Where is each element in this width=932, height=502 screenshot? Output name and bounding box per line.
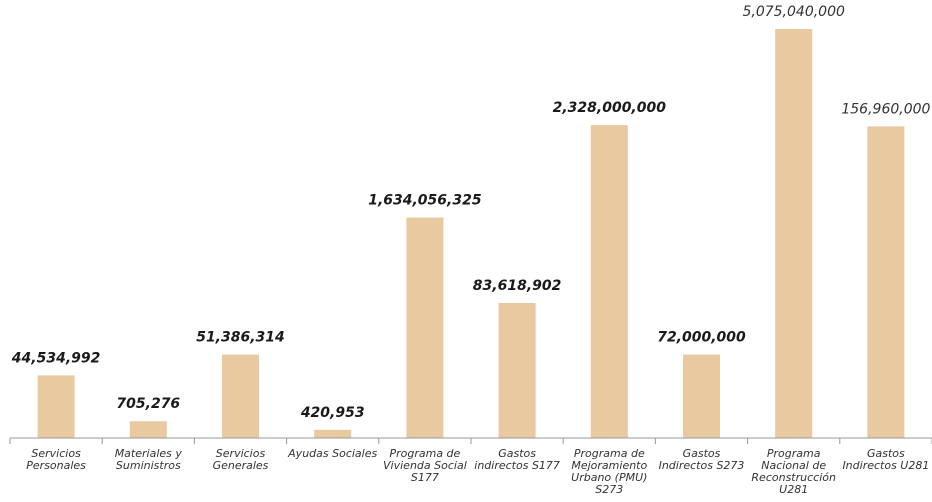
bar	[775, 29, 813, 438]
bar	[222, 354, 259, 438]
x-tick-label-line: Personales	[26, 459, 86, 472]
x-tick-label-line: Reconstrucción	[751, 471, 836, 484]
x-tick-label-line: Servicios	[216, 447, 266, 460]
x-axis-ticks	[9, 438, 932, 444]
bar-value-label: 705,276	[116, 396, 180, 412]
x-tick-label-line: Gastos	[683, 447, 721, 460]
x-tick-label-line: S273	[595, 483, 623, 496]
bar	[590, 125, 628, 439]
x-tick-label: Programa de Mejoramiento Urbano (PMU) S273	[571, 447, 647, 496]
x-tick-label: Gastos Indirectos S273	[659, 447, 745, 472]
bar-value-label: 1,634,056,325	[368, 193, 482, 209]
x-tick-label: Programa Nacional de Reconstrucción U281	[751, 447, 836, 496]
x-tick-label: Gastos Indirectos U281	[842, 447, 929, 472]
x-tick-label-line: Materiales y	[115, 447, 183, 460]
x-tick-label-line: Generales	[213, 459, 269, 472]
x-tick-label-line: S177	[411, 471, 439, 484]
x-tick-label: Servicios Personales	[26, 447, 86, 472]
x-tick-label-line: Indirectos U281	[842, 459, 929, 472]
x-tick-label-line: U281	[779, 483, 808, 496]
x-tick-label-line: Urbano (PMU)	[571, 471, 647, 484]
bar-value-label: 420,953	[300, 405, 365, 421]
x-tick-label-line: Suministros	[116, 459, 181, 472]
x-tick-label-line: Servicios	[31, 447, 81, 460]
bar-value-label: 51,386,314	[196, 330, 285, 346]
bar-value-label: 72,000,000	[657, 330, 746, 346]
bars-group	[37, 29, 905, 439]
bar	[406, 217, 444, 438]
bar	[867, 126, 905, 438]
bar	[37, 375, 75, 438]
x-tick-label: Ayudas Sociales	[287, 447, 377, 460]
x-tick-label: Servicios Generales	[213, 447, 269, 472]
x-tick-label-line: Gastos	[867, 447, 905, 460]
x-tick-label-line: indirectos S177	[474, 459, 560, 472]
x-tick-label-line: Programa	[767, 447, 821, 460]
bar	[683, 354, 720, 438]
x-tick-label-line: Indirectos S273	[659, 459, 745, 472]
x-tick-label-line: Programa de	[574, 447, 645, 460]
bar	[314, 429, 352, 438]
bar-value-label: 83,618,902	[473, 278, 562, 294]
x-tick-label: Materiales y Suministros	[115, 447, 183, 472]
x-tick-label-line: Nacional de	[761, 459, 826, 472]
bar	[129, 421, 167, 438]
x-tick-label-line: Mejoramiento	[571, 459, 647, 472]
x-tick-label-line: Programa de	[389, 447, 460, 460]
value-labels-group: 44,534,992 705,276 51,386,314 420,953 1,634,…	[11, 4, 931, 421]
x-tick-label: Programa de Vivienda Social S177	[383, 447, 467, 484]
x-tick-label-line: Vivienda Social	[383, 459, 467, 472]
bar-value-label: 44,534,992	[11, 350, 101, 366]
x-tick-label: Gastos indirectos S177	[474, 447, 560, 472]
x-tick-label-line: Gastos	[498, 447, 536, 460]
x-tick-label-line: Ayudas Sociales	[287, 447, 377, 460]
bar-value-label: 156,960,000	[841, 101, 930, 117]
bar	[498, 303, 536, 438]
bar-value-label: 2,328,000,000	[553, 100, 667, 116]
bar-value-label: 5,075,040,000	[742, 4, 845, 20]
